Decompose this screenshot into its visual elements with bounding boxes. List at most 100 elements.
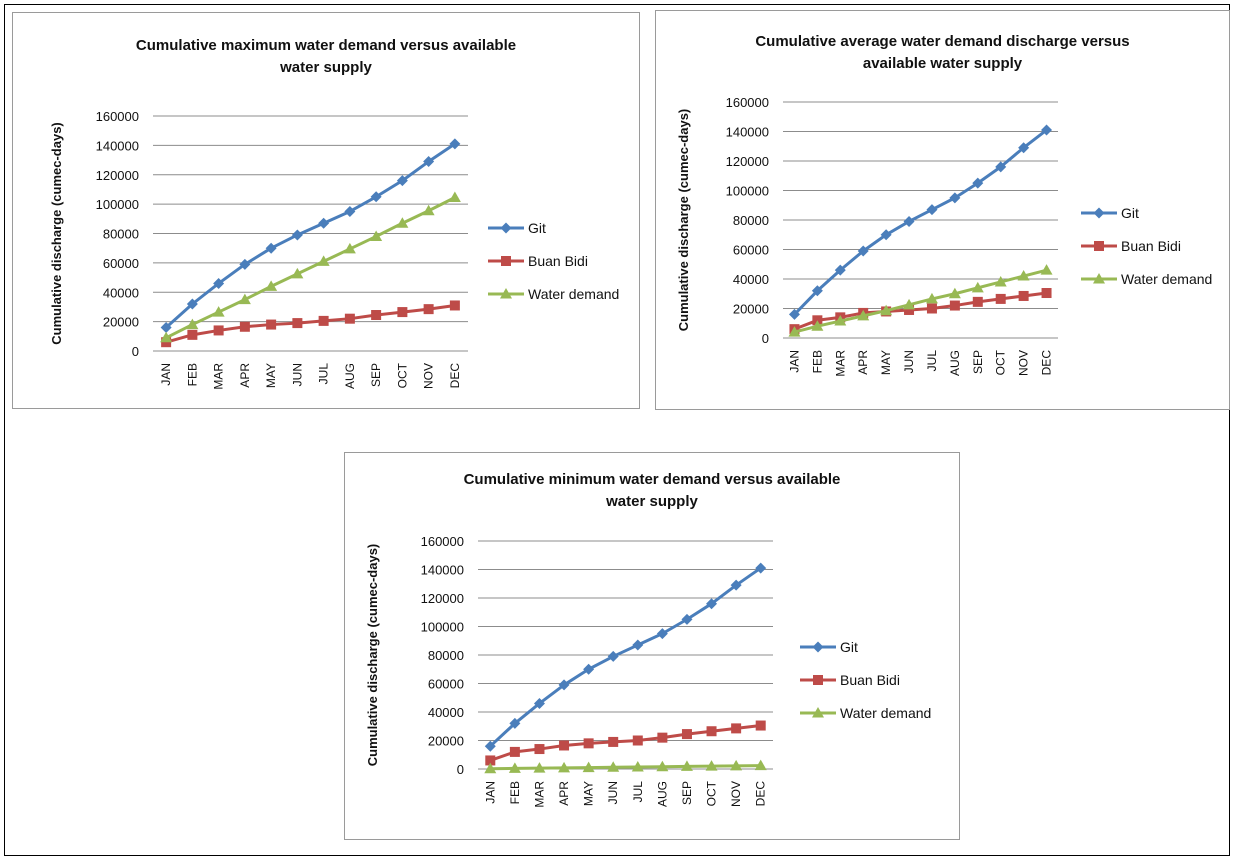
chart-title: Cumulative average water demand discharg…: [656, 31, 1229, 75]
y-tick-label: 80000: [103, 227, 139, 242]
data-point: [238, 293, 251, 305]
series-git: [484, 562, 767, 752]
data-point: [186, 318, 199, 330]
data-point: [396, 175, 408, 187]
data-point: [903, 298, 916, 310]
x-axis: JAN FEB MAR APR MAY JUN JUL AUG SEP OCT NOV DEC: [159, 362, 462, 389]
x-tick-label: MAY: [879, 350, 893, 375]
data-point: [1018, 290, 1029, 301]
x-tick-label: MAR: [212, 363, 226, 390]
data-point: [239, 258, 251, 270]
series-line: [165, 196, 456, 340]
data-point: [317, 255, 330, 266]
data-point: [396, 217, 409, 228]
series-line: [489, 724, 761, 762]
x-tick-label: JUL: [317, 363, 331, 385]
y-tick-label: 100000: [726, 184, 769, 199]
data-point: [1040, 264, 1053, 275]
x-tick-label: DEC: [1040, 350, 1054, 376]
data-point: [291, 229, 303, 241]
y-axis: 0 20000 40000 60000 80000 100000 120000 140000 1…: [96, 109, 139, 359]
legend-marker: [812, 641, 824, 653]
data-point: [558, 761, 571, 773]
data-point: [730, 759, 743, 771]
y-tick-label: 80000: [733, 213, 769, 228]
legend-label: Buan Bidi: [840, 672, 900, 688]
y-tick-label: 120000: [726, 154, 769, 169]
data-point: [681, 729, 692, 740]
y-tick-label: 160000: [96, 109, 139, 124]
data-point: [213, 325, 224, 336]
series-git: [788, 124, 1053, 320]
data-point: [343, 242, 356, 254]
data-point: [292, 318, 303, 329]
y-tick-label: 60000: [428, 677, 464, 692]
series-line: [489, 566, 762, 748]
data-point: [485, 755, 496, 766]
series-water-demand: [484, 759, 767, 774]
y-axis: 0 20000 40000 60000 80000 100000 120000 140000 1…: [726, 95, 769, 346]
data-point: [344, 205, 356, 217]
chart-title-line2: water supply: [280, 59, 372, 76]
chart-title-line1: Cumulative maximum water demand versus a…: [135, 37, 517, 54]
x-tick-label: JUL: [925, 350, 939, 372]
data-point: [607, 761, 620, 772]
data-point: [631, 761, 644, 772]
data-point: [925, 292, 938, 304]
data-point: [880, 229, 892, 241]
chart-title-line1: Cumulative minimum water demand versus a…: [463, 471, 841, 488]
legend-entry: Git: [800, 639, 858, 655]
y-tick-label: 60000: [733, 243, 769, 258]
data-point: [422, 204, 435, 216]
data-point: [926, 204, 938, 216]
legend-label: Water demand: [528, 286, 619, 302]
chart-plot-svg: 0 20000 40000 60000 80000 100000 120000 140000 1…: [49, 109, 619, 390]
data-point: [370, 191, 382, 203]
y-tick-label: 20000: [733, 302, 769, 317]
data-point: [949, 300, 960, 311]
legend-marker: [812, 707, 824, 718]
data-point: [423, 156, 435, 168]
data-point: [680, 760, 693, 771]
data-point: [508, 762, 521, 773]
data-point: [788, 308, 800, 320]
x-tick-label: SEP: [971, 350, 985, 374]
legend-entry: Buan Bidi: [488, 253, 588, 269]
legend-entry: Buan Bidi: [800, 672, 900, 688]
x-tick-label: OCT: [705, 780, 719, 806]
y-tick-label: 100000: [421, 620, 464, 635]
data-point: [423, 304, 434, 315]
legend-entry: Git: [1081, 205, 1139, 221]
x-tick-label: SEP: [680, 781, 694, 805]
series-buan-bidi: [789, 288, 1052, 335]
legend-marker: [813, 675, 823, 685]
y-tick-label: 40000: [733, 272, 769, 287]
data-point: [484, 740, 496, 752]
x-tick-label: SEP: [369, 363, 383, 387]
data-point: [948, 287, 961, 299]
legend-label: Buan Bidi: [1121, 238, 1181, 254]
data-point: [730, 579, 742, 591]
x-axis: JAN FEB MAR APR MAY JUN JUL AUG SEP OCT NOV DEC: [787, 349, 1053, 376]
data-point: [971, 281, 984, 293]
x-tick-label: JUN: [290, 363, 304, 386]
data-point: [657, 732, 668, 743]
data-point: [533, 697, 545, 709]
x-tick-label: AUG: [948, 350, 962, 376]
data-point: [1017, 270, 1030, 281]
data-point: [449, 300, 460, 311]
y-tick-label: 120000: [96, 168, 139, 183]
chart-title-line1: Cumulative average water demand discharg…: [755, 33, 1130, 50]
x-tick-label: OCT: [994, 349, 1008, 375]
data-point: [291, 267, 304, 279]
x-tick-label: JUN: [902, 350, 916, 373]
data-point: [811, 320, 824, 331]
data-point: [607, 650, 619, 662]
data-point: [972, 296, 983, 307]
data-point: [160, 322, 172, 333]
x-tick-label: FEB: [508, 781, 522, 804]
y-axis-label: Cumulative discharge (cumec-days): [365, 544, 380, 767]
data-point: [632, 735, 643, 746]
data-point: [995, 161, 1007, 173]
y-tick-label: 0: [132, 344, 139, 359]
